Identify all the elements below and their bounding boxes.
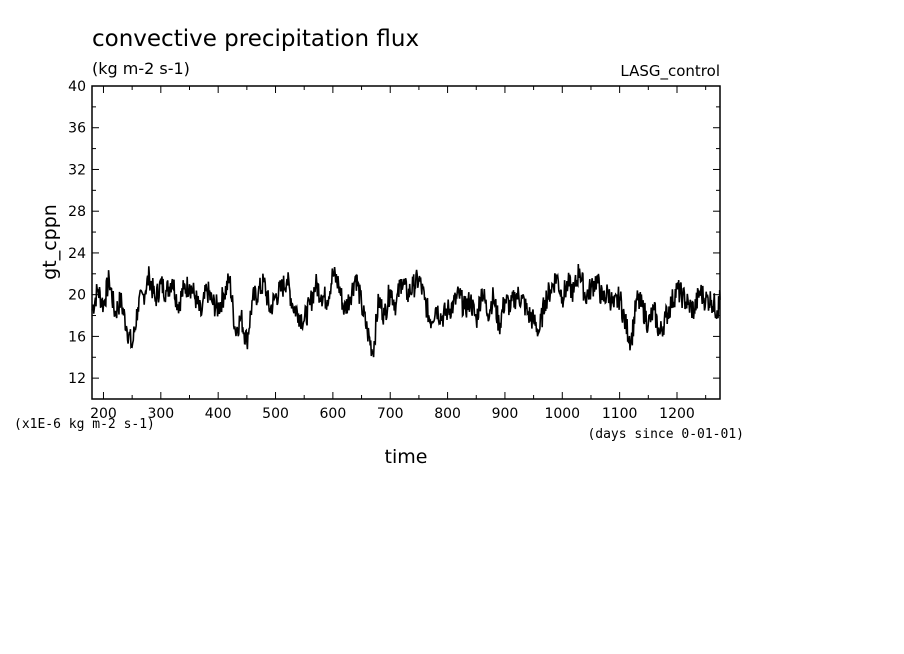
x-tick-label: 500 xyxy=(262,406,289,422)
y-tick-label: 20 xyxy=(68,288,86,304)
y-tick-label: 32 xyxy=(68,162,86,178)
x-axis-ticks xyxy=(102,86,707,399)
y-axis-tick-labels: 12 16 20 24 28 32 36 40 xyxy=(68,79,86,387)
x-axis-tick-labels: 200 300 400 500 600 700 800 900 1000 1100 1200 xyxy=(90,406,695,422)
x-tick-label: 600 xyxy=(320,406,347,422)
x-tick-label: 1200 xyxy=(659,406,695,422)
y-axis-ticks xyxy=(92,85,720,400)
series-layer xyxy=(91,263,721,358)
plot-area-frame xyxy=(91,85,721,400)
x-tick-label: 1000 xyxy=(544,406,580,422)
x-tick-label: 800 xyxy=(434,406,461,422)
x-tick-label: 200 xyxy=(90,406,117,422)
x-tick-label: 400 xyxy=(205,406,232,422)
experiment-label: LASG_control xyxy=(620,62,720,81)
y-tick-label: 12 xyxy=(68,371,86,387)
x-units-note: (days since 0-01-01) xyxy=(587,427,744,442)
x-tick-label: 700 xyxy=(377,406,404,422)
y-tick-label: 16 xyxy=(68,329,86,345)
y-tick-label: 36 xyxy=(68,121,86,137)
x-axis-label: time xyxy=(385,446,428,468)
series-line xyxy=(91,263,721,358)
y-scale-note: (x1E-6 kg m-2 s-1) xyxy=(14,417,155,432)
x-tick-label: 900 xyxy=(492,406,519,422)
y-tick-label: 24 xyxy=(68,246,86,262)
x-tick-label: 1100 xyxy=(602,406,638,422)
y-axis-label: gt_cppn xyxy=(39,204,61,280)
y-tick-label: 40 xyxy=(68,79,86,95)
chart-subtitle-units: (kg m-2 s-1) xyxy=(92,59,190,78)
x-tick-label: 300 xyxy=(147,406,174,422)
chart-title: convective precipitation flux xyxy=(92,26,419,52)
y-tick-label: 28 xyxy=(68,204,86,220)
